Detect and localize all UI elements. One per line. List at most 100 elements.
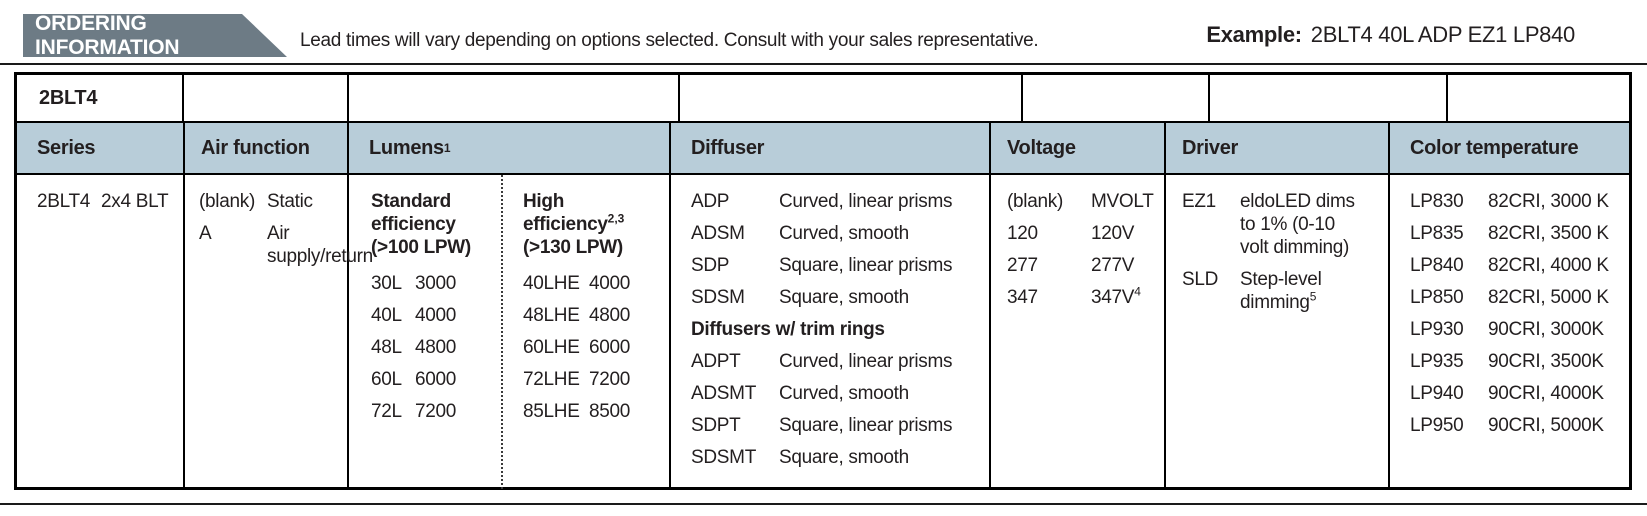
- driver-options: EZ1 eldoLED dims to 1% (0-10 volt dimmin…: [1166, 175, 1390, 489]
- option-row: LP830 82CRI, 3000 K: [1390, 190, 1629, 213]
- option-desc: 4000: [589, 273, 631, 294]
- option-desc: 7200: [415, 401, 457, 422]
- option-code: 72L: [371, 401, 402, 422]
- option-row: 30L 3000: [371, 272, 501, 295]
- banner-title: ORDERING INFORMATION: [35, 11, 180, 59]
- option-code: 48LHE: [523, 305, 580, 326]
- option-desc: 90CRI, 3500K: [1488, 351, 1604, 372]
- lumens-high-efficiency: High efficiency2,3 (>130 LPW) 40LHE 4000…: [501, 175, 669, 489]
- option-code: ADPT: [691, 351, 741, 372]
- ordering-table: 2BLT4 Series Air function Lumens 1 Diffus…: [14, 72, 1632, 490]
- option-row: 48L 4800: [371, 336, 501, 359]
- option-desc: Curved, smooth: [779, 223, 909, 244]
- option-code: LP950: [1410, 415, 1464, 436]
- option-row: LP930 90CRI, 3000K: [1390, 318, 1629, 341]
- option-desc: 6000: [589, 337, 631, 358]
- option-row: SDPT Square, linear prisms: [671, 414, 989, 437]
- option-row: 347 347V4: [991, 286, 1164, 309]
- option-desc: Curved, linear prisms: [779, 351, 953, 372]
- product-row: 2BLT4: [17, 75, 1629, 123]
- column-header-air-function: Air function: [185, 123, 349, 173]
- empty-cell: [184, 75, 349, 121]
- option-row: 2BLT4 2x4 BLT: [17, 190, 183, 213]
- option-code: 347: [1007, 287, 1038, 308]
- option-code: 48L: [371, 337, 402, 358]
- option-desc: Static: [267, 191, 313, 212]
- series-options: 2BLT4 2x4 BLT: [17, 175, 185, 489]
- option-desc-text: Step-level dimming: [1240, 269, 1322, 313]
- option-code: A: [199, 223, 212, 244]
- option-desc: 82CRI, 4000 K: [1488, 255, 1609, 276]
- lpw-range: (>130 LPW): [523, 237, 623, 258]
- empty-cell: [1210, 75, 1448, 121]
- option-row: 120 120V: [991, 222, 1164, 245]
- option-code: 60LHE: [523, 337, 580, 358]
- option-code: ADSM: [691, 223, 745, 244]
- option-row: 40LHE 4000: [523, 272, 669, 295]
- option-desc: Air supply/return: [267, 223, 373, 267]
- product-cell: 2BLT4: [17, 75, 184, 121]
- empty-cell: [1023, 75, 1210, 121]
- option-code: ADP: [691, 191, 730, 212]
- option-desc: MVOLT: [1091, 191, 1154, 212]
- option-desc: 277V: [1091, 255, 1135, 276]
- option-row: LP940 90CRI, 4000K: [1390, 382, 1629, 405]
- option-desc: 6000: [415, 369, 457, 390]
- option-row: 60L 6000: [371, 368, 501, 391]
- column-header-series: Series: [17, 123, 185, 173]
- option-desc: 4000: [415, 305, 457, 326]
- option-desc: Curved, linear prisms: [779, 191, 953, 212]
- header-row: Series Air function Lumens 1 Diffuser Vol…: [17, 123, 1629, 175]
- ordering-information-banner: ORDERING INFORMATION: [23, 14, 287, 57]
- option-row: (blank) Static: [185, 190, 347, 213]
- product-code: 2BLT4: [39, 86, 98, 109]
- option-row: ADPT Curved, linear prisms: [671, 350, 989, 373]
- option-code: (blank): [199, 191, 255, 212]
- empty-cell: [680, 75, 1023, 121]
- option-desc: Square, smooth: [779, 287, 909, 308]
- option-row: 277 277V: [991, 254, 1164, 277]
- option-row: (blank) MVOLT: [991, 190, 1164, 213]
- column-header-driver: Driver: [1166, 123, 1390, 173]
- option-desc: 82CRI, 3500 K: [1488, 223, 1609, 244]
- lumens-header-label: Lumens: [369, 136, 444, 159]
- option-row: LP950 90CRI, 5000K: [1390, 414, 1629, 437]
- option-desc: Square, smooth: [779, 447, 909, 468]
- option-row: ADP Curved, linear prisms: [671, 190, 989, 213]
- example-value: 2BLT4 40L ADP EZ1 LP840: [1310, 22, 1576, 47]
- standard-efficiency-heading: Standard efficiency (>100 LPW): [371, 190, 501, 259]
- option-code: 40L: [371, 305, 402, 326]
- option-code: LP850: [1410, 287, 1464, 308]
- option-row: SDSMT Square, smooth: [671, 446, 989, 469]
- option-code: 40LHE: [523, 273, 580, 294]
- empty-cell: [349, 75, 680, 121]
- option-code: 30L: [371, 273, 402, 294]
- column-header-color-temperature: Color temperature: [1410, 136, 1579, 159]
- option-row: 72LHE 7200: [523, 368, 669, 391]
- option-desc: Step-level dimming5: [1240, 268, 1360, 314]
- option-code: LP935: [1410, 351, 1464, 372]
- option-desc: 90CRI, 4000K: [1488, 383, 1604, 404]
- bottom-rule: [0, 503, 1647, 505]
- option-code: 120: [1007, 223, 1038, 244]
- option-row: 60LHE 6000: [523, 336, 669, 359]
- diffusers-trim-rings-heading: Diffusers w/ trim rings: [691, 319, 885, 340]
- option-code: 72LHE: [523, 369, 580, 390]
- column-header-diffuser: Diffuser: [671, 123, 991, 173]
- option-row: SLD Step-level dimming5: [1166, 268, 1388, 314]
- option-code: 60L: [371, 369, 402, 390]
- option-desc: Square, linear prisms: [779, 255, 953, 276]
- option-code: 85LHE: [523, 401, 580, 422]
- option-row: 40L 4000: [371, 304, 501, 327]
- option-code: (blank): [1007, 191, 1063, 212]
- option-desc: 3000: [415, 273, 457, 294]
- option-code: LP930: [1410, 319, 1464, 340]
- option-row: ADSM Curved, smooth: [671, 222, 989, 245]
- option-code: LP830: [1410, 191, 1464, 212]
- air-function-options: (blank) Static A Air supply/return: [185, 175, 373, 489]
- option-code: SDSMT: [691, 447, 757, 468]
- diffuser-options: ADP Curved, linear prisms ADSM Curved, s…: [671, 175, 991, 489]
- option-row: LP835 82CRI, 3500 K: [1390, 222, 1629, 245]
- color-temperature-options: LP830 82CRI, 3000 K LP835 82CRI, 3500 K …: [1390, 175, 1629, 489]
- option-desc: eldoLED dims to 1% (0-10 volt dimming): [1240, 191, 1355, 258]
